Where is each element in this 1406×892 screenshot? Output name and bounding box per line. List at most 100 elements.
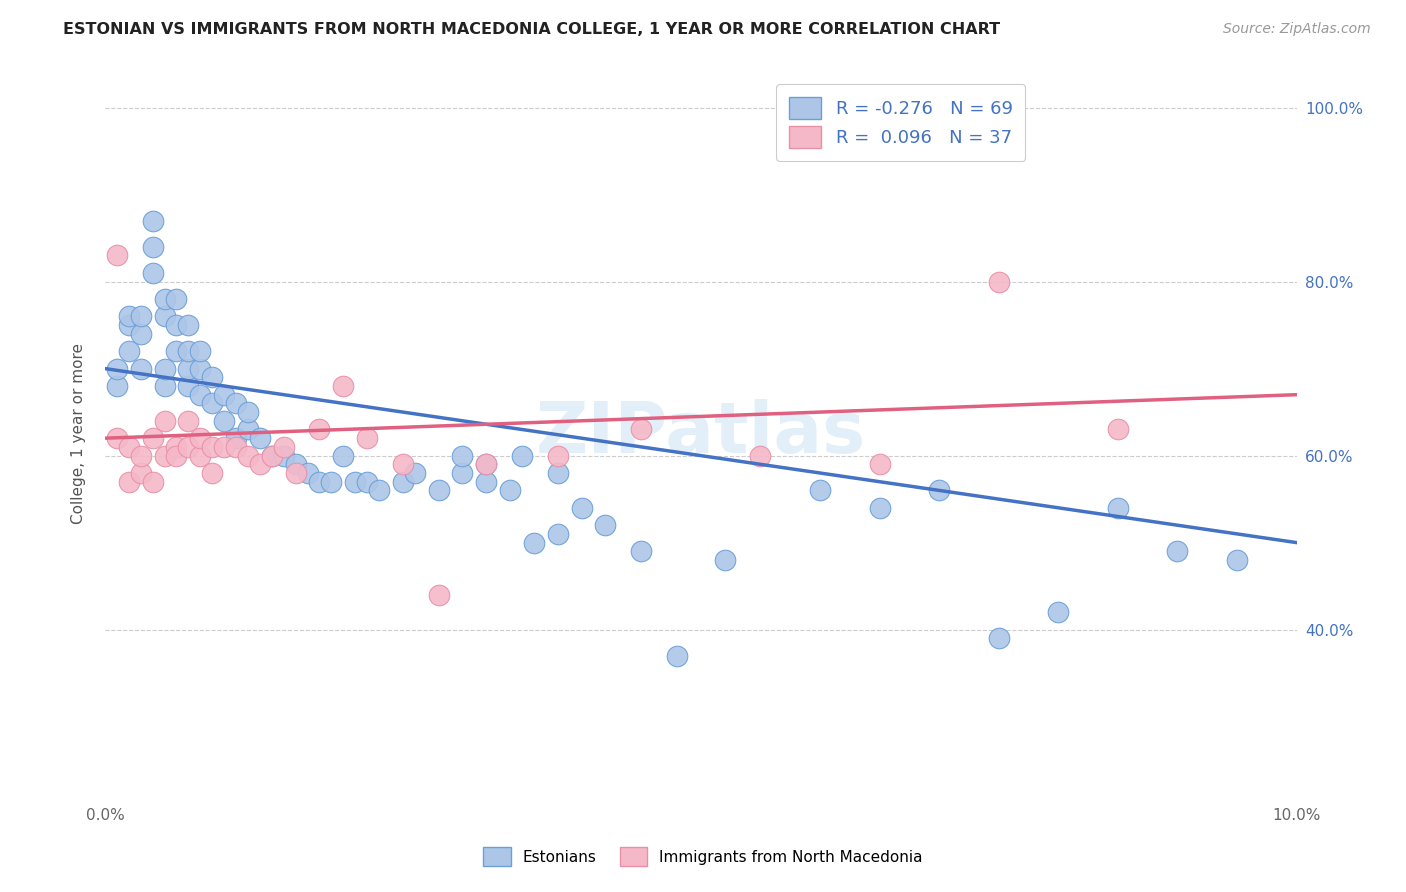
Point [1166, 544, 1188, 558]
Point [201, 370, 224, 384]
Point [118, 475, 141, 489]
Point [177, 318, 200, 332]
Point [630, 544, 652, 558]
Point [105, 431, 128, 445]
Point [260, 449, 283, 463]
Point [356, 431, 378, 445]
Point [212, 387, 235, 401]
Point [142, 266, 165, 280]
Point [308, 475, 330, 489]
Point [547, 527, 569, 541]
Point [188, 387, 211, 401]
Point [177, 361, 200, 376]
Point [571, 500, 593, 515]
Point [142, 213, 165, 227]
Text: ZIPatlas: ZIPatlas [536, 400, 866, 468]
Point [249, 458, 271, 472]
Point [177, 379, 200, 393]
Point [236, 449, 259, 463]
Point [284, 466, 307, 480]
Point [105, 248, 128, 262]
Point [1226, 553, 1249, 567]
Point [153, 414, 176, 428]
Point [308, 422, 330, 436]
Point [332, 449, 354, 463]
Point [321, 475, 343, 489]
Point [260, 449, 283, 463]
Point [118, 440, 141, 454]
Point [166, 440, 188, 454]
Point [212, 414, 235, 428]
Point [201, 440, 224, 454]
Point [1107, 500, 1129, 515]
Point [129, 466, 152, 480]
Point [153, 379, 176, 393]
Point [547, 466, 569, 480]
Point [284, 458, 307, 472]
Point [105, 379, 128, 393]
Point [129, 361, 152, 376]
Point [188, 361, 211, 376]
Point [188, 431, 211, 445]
Point [273, 449, 295, 463]
Point [201, 396, 224, 410]
Point [869, 458, 891, 472]
Point [665, 648, 688, 663]
Point [129, 310, 152, 324]
Text: ESTONIAN VS IMMIGRANTS FROM NORTH MACEDONIA COLLEGE, 1 YEAR OR MORE CORRELATION : ESTONIAN VS IMMIGRANTS FROM NORTH MACEDO… [63, 22, 1001, 37]
Point [105, 361, 128, 376]
Point [177, 344, 200, 359]
Point [1047, 605, 1070, 619]
Point [153, 449, 176, 463]
Point [475, 458, 498, 472]
Legend: R = -0.276   N = 69, R =  0.096   N = 37: R = -0.276 N = 69, R = 0.096 N = 37 [776, 84, 1025, 161]
Point [808, 483, 831, 498]
Point [153, 361, 176, 376]
Point [869, 500, 891, 515]
Point [630, 422, 652, 436]
Point [142, 431, 165, 445]
Point [392, 458, 415, 472]
Point [166, 344, 188, 359]
Legend: Estonians, Immigrants from North Macedonia: Estonians, Immigrants from North Macedon… [475, 839, 931, 873]
Point [749, 449, 772, 463]
Point [153, 310, 176, 324]
Point [392, 475, 415, 489]
Point [595, 518, 617, 533]
Point [166, 449, 188, 463]
Point [427, 483, 450, 498]
Point [225, 431, 247, 445]
Point [212, 440, 235, 454]
Point [177, 440, 200, 454]
Point [475, 475, 498, 489]
Point [1107, 422, 1129, 436]
Point [451, 466, 474, 480]
Point [523, 535, 546, 549]
Point [118, 310, 141, 324]
Point [547, 449, 569, 463]
Point [188, 449, 211, 463]
Point [118, 344, 141, 359]
Point [368, 483, 391, 498]
Point [129, 449, 152, 463]
Point [249, 431, 271, 445]
Point [356, 475, 378, 489]
Point [142, 240, 165, 254]
Point [142, 475, 165, 489]
Point [225, 440, 247, 454]
Point [188, 344, 211, 359]
Point [332, 379, 354, 393]
Point [166, 318, 188, 332]
Text: Source: ZipAtlas.com: Source: ZipAtlas.com [1223, 22, 1371, 37]
Point [451, 449, 474, 463]
Point [177, 414, 200, 428]
Point [928, 483, 950, 498]
Point [153, 292, 176, 306]
Point [273, 440, 295, 454]
Point [236, 422, 259, 436]
Point [201, 466, 224, 480]
Point [166, 292, 188, 306]
Point [129, 326, 152, 341]
Point [713, 553, 735, 567]
Y-axis label: College, 1 year or more: College, 1 year or more [72, 343, 86, 524]
